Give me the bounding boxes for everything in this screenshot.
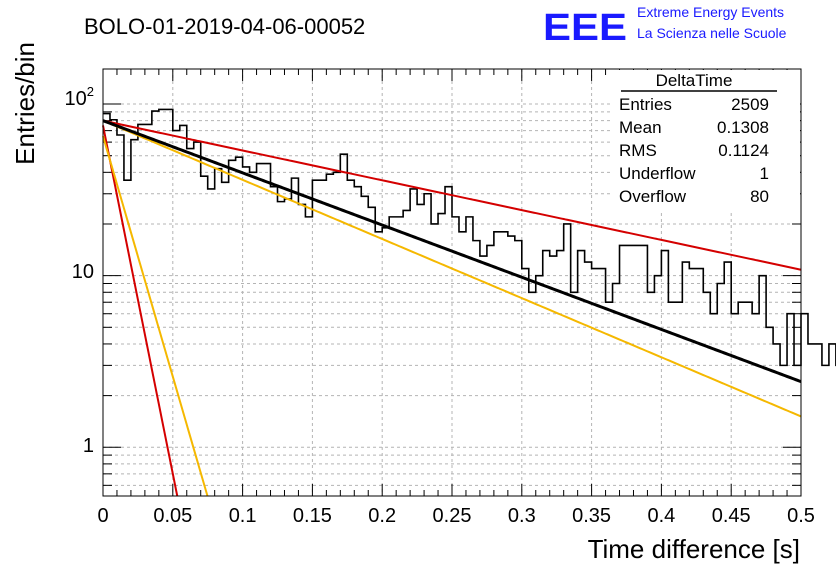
x-tick-label: 0	[97, 505, 108, 527]
logo-line-2: La Scienza nelle Scuole	[637, 25, 787, 41]
stats-value-overflow: 80	[750, 187, 769, 206]
stats-label-underflow: Underflow	[619, 164, 696, 183]
x-tick-label: 0.15	[293, 505, 332, 527]
x-axis-title: Time difference [s]	[588, 534, 800, 564]
x-tick-label: 0.1	[229, 505, 257, 527]
fit-curve-orange-2	[102, 119, 802, 418]
x-tick-label: 0.05	[153, 505, 192, 527]
x-tick-label: 0.4	[647, 505, 675, 527]
y-tick-label-1: 1	[83, 435, 94, 457]
stats-value-entries: 2509	[731, 95, 769, 114]
histogram-step-line	[103, 108, 836, 367]
histogram-series	[103, 108, 836, 367]
stats-box: DeltaTime Entries 2509 Mean 0.1308 RMS 0…	[612, 70, 800, 210]
stats-label-entries: Entries	[619, 95, 672, 114]
fit-curve-orange-3	[102, 135, 209, 497]
y-tick-label-10: 10	[72, 261, 94, 283]
stats-value-rms: 0.1124	[718, 141, 769, 160]
x-tick-labels: 0 0.05 0.1 0.15 0.2 0.25 0.3 0.35 0.4 0.45 0.5	[97, 505, 814, 527]
fit-curve-black-4	[102, 119, 802, 384]
x-tick-label: 0.3	[508, 505, 536, 527]
run-title: BOLO-01-2019-04-06-00052	[84, 14, 365, 39]
fit-curve-red-0	[102, 119, 802, 271]
stats-title: DeltaTime	[656, 71, 733, 90]
x-tick-label: 0.2	[368, 505, 396, 527]
x-tick-label: 0.5	[787, 505, 815, 527]
eee-logo: EEE	[543, 7, 627, 49]
x-tick-label: 0.45	[712, 505, 751, 527]
fit-curve-red-1	[102, 125, 179, 497]
y-axis-title: Entries/bin	[10, 42, 40, 165]
stats-label-mean: Mean	[619, 118, 662, 137]
stats-value-underflow: 1	[760, 164, 769, 183]
x-tick-label: 0.35	[572, 505, 611, 527]
stats-value-mean: 0.1308	[717, 118, 769, 137]
x-tick-label: 0.25	[433, 505, 472, 527]
stats-label-rms: RMS	[619, 141, 657, 160]
fit-curves	[102, 119, 802, 497]
logo-line-1: Extreme Energy Events	[637, 4, 784, 20]
stats-label-overflow: Overflow	[619, 187, 687, 206]
grid	[103, 69, 801, 496]
